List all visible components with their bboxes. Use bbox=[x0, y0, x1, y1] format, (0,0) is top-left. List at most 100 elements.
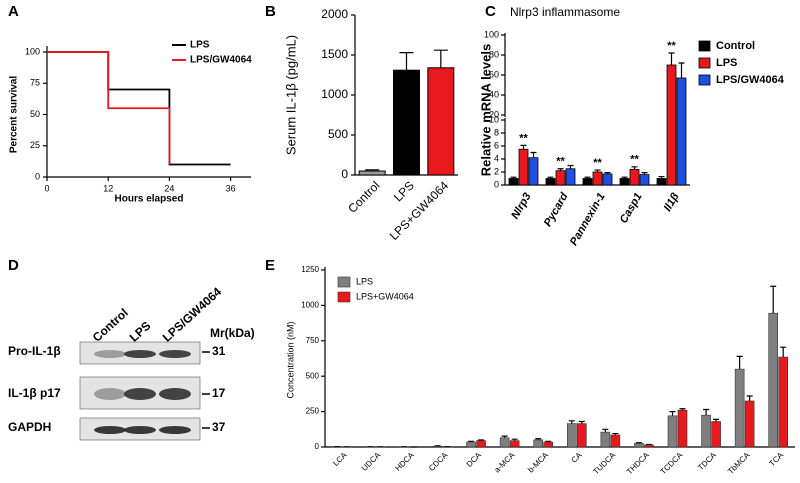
blot-band bbox=[124, 388, 156, 400]
x-tick-label: Pycard bbox=[542, 191, 571, 229]
bar bbox=[576, 423, 587, 448]
y-tick-label: 0 bbox=[315, 442, 320, 451]
error-bar bbox=[631, 166, 638, 170]
lane-label: LPS bbox=[127, 319, 154, 345]
error-bar bbox=[567, 164, 574, 169]
blot-band bbox=[124, 426, 156, 434]
panel-label: B bbox=[265, 3, 276, 20]
y-tick-label: 10 bbox=[489, 114, 499, 124]
significance-mark: ** bbox=[667, 40, 676, 52]
y-tick-label: 500 bbox=[328, 127, 348, 141]
x-tick-label: TDCA bbox=[696, 450, 718, 472]
bar bbox=[711, 421, 721, 448]
error-bar bbox=[568, 420, 575, 424]
y-tick-label: 2 bbox=[494, 166, 499, 176]
bar bbox=[676, 77, 687, 186]
error-bar bbox=[736, 355, 743, 370]
blot-band bbox=[124, 350, 156, 358]
legend-label: LPS bbox=[190, 40, 210, 51]
panel-label: A bbox=[8, 3, 19, 20]
legend-swatch bbox=[698, 40, 711, 52]
bar bbox=[509, 440, 520, 448]
bar bbox=[508, 178, 519, 186]
y-tick-label: 250 bbox=[306, 407, 320, 416]
row-label: GAPDH bbox=[8, 420, 51, 434]
x-tick-label: Il1β bbox=[662, 191, 682, 214]
x-tick-label: TCA bbox=[767, 450, 785, 468]
legend-label: LPS/GW4064 bbox=[190, 55, 252, 66]
x-tick-label: TbMCA bbox=[726, 450, 752, 476]
y-tick-label: 0 bbox=[494, 179, 499, 189]
y-tick-label: 25 bbox=[30, 140, 40, 150]
y-tick-label: 80 bbox=[489, 49, 499, 59]
legend-label: Control bbox=[716, 40, 755, 52]
bar bbox=[565, 168, 576, 186]
error-bar bbox=[713, 418, 720, 422]
bar bbox=[432, 445, 443, 448]
x-tick-label: HDCA bbox=[393, 450, 416, 473]
bar bbox=[592, 171, 603, 186]
row-label: Pro-IL-1β bbox=[8, 344, 61, 358]
bar bbox=[768, 312, 779, 448]
y-tick-label: 20 bbox=[489, 109, 499, 119]
x-tick-label: DCA bbox=[465, 450, 484, 469]
legend-label: LPS+GW4064 bbox=[356, 291, 414, 301]
significance-mark: ** bbox=[630, 154, 639, 166]
bar bbox=[677, 409, 688, 448]
bar bbox=[528, 157, 539, 186]
bar bbox=[545, 178, 556, 186]
marker-label: 31 bbox=[212, 344, 226, 358]
error-bar bbox=[668, 52, 675, 65]
y-tick-label: 500 bbox=[306, 371, 320, 380]
x-tick-label: b-MCA bbox=[526, 450, 550, 474]
row-label: IL-1β p17 bbox=[8, 386, 61, 400]
bar bbox=[629, 168, 640, 186]
bar bbox=[666, 64, 677, 186]
y-axis-label: Concentration (nM) bbox=[285, 321, 295, 398]
chart-title: Nlrp3 inflammasome bbox=[510, 5, 620, 19]
x-tick-label: a-MCA bbox=[493, 450, 517, 474]
y-axis-label: Percent survival bbox=[9, 76, 20, 153]
error-bar bbox=[780, 346, 787, 358]
error-bar bbox=[399, 52, 414, 71]
bar bbox=[582, 178, 593, 186]
bar bbox=[744, 400, 755, 448]
x-tick-label: THDCA bbox=[625, 450, 651, 476]
significance-mark: ** bbox=[519, 132, 528, 144]
y-tick-label: 8 bbox=[494, 127, 499, 137]
x-axis-label: Hours elapsed bbox=[115, 194, 184, 205]
y-tick-label: 0 bbox=[341, 167, 348, 181]
y-tick-label: 750 bbox=[306, 336, 320, 345]
bar bbox=[778, 356, 789, 448]
bar bbox=[656, 178, 667, 186]
y-axis-label: Relative mRNA levels bbox=[478, 44, 493, 176]
bar bbox=[476, 440, 486, 448]
legend-swatch bbox=[337, 291, 351, 303]
bar bbox=[701, 414, 711, 448]
blot-band bbox=[94, 388, 126, 400]
x-tick-label: 24 bbox=[164, 183, 174, 193]
y-tick-label: 4 bbox=[494, 153, 499, 163]
bar bbox=[639, 174, 650, 186]
x-tick-label: UDCA bbox=[360, 450, 383, 473]
bar bbox=[734, 368, 745, 448]
y-tick-label: 1000 bbox=[301, 301, 319, 310]
marker-label: 17 bbox=[212, 386, 226, 400]
x-tick-label: CDCA bbox=[427, 450, 450, 473]
error-bar bbox=[746, 395, 753, 401]
y-tick-label: 75 bbox=[30, 78, 40, 88]
bar bbox=[533, 439, 544, 448]
error-bar bbox=[520, 144, 527, 150]
x-tick-label: 36 bbox=[226, 183, 236, 193]
legend-swatch bbox=[698, 57, 711, 69]
error-bar bbox=[602, 428, 609, 433]
x-tick-label: TUDCA bbox=[591, 450, 617, 476]
legend-swatch bbox=[337, 276, 351, 288]
x-tick-label: Control bbox=[345, 178, 382, 215]
error-bar bbox=[433, 49, 448, 68]
error-bar bbox=[578, 420, 585, 424]
x-tick-label: CA bbox=[569, 450, 584, 465]
y-tick-label: 1250 bbox=[301, 265, 319, 274]
panel-label: C bbox=[485, 3, 496, 20]
